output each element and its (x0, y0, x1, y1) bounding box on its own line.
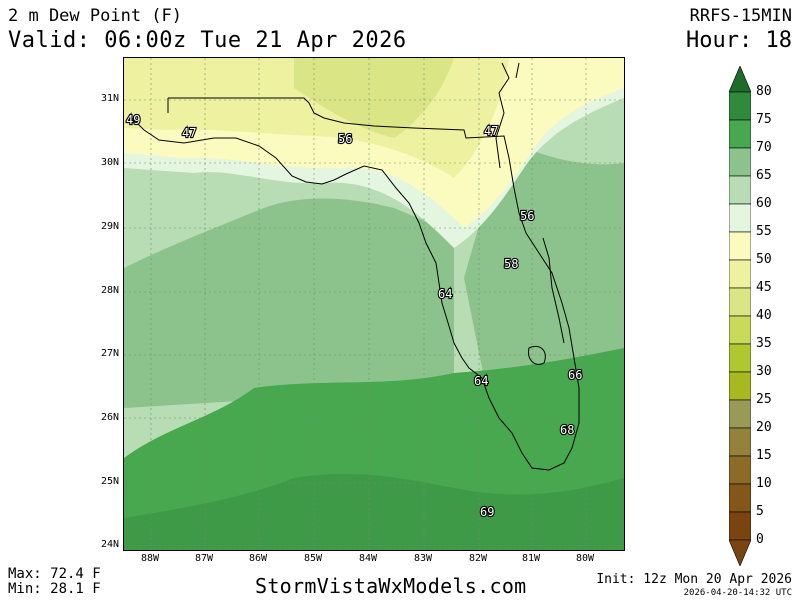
lon-label: 86W (248, 553, 268, 564)
legend-segment (729, 287, 751, 317)
legend-segment (729, 259, 751, 289)
lon-label: 80W (575, 553, 595, 564)
lon-label: 82W (468, 553, 488, 564)
point-label: 66 (568, 368, 582, 382)
point-label: 64 (438, 287, 452, 301)
point-label: 47 (484, 124, 498, 138)
legend-segment (729, 511, 751, 541)
lon-label: 85W (303, 553, 323, 564)
point-label: 58 (504, 257, 518, 271)
legend-segment (729, 483, 751, 513)
band-68-72 (124, 473, 624, 550)
model-name: RRFS-15MIN (689, 6, 792, 26)
point-label: 64 (474, 374, 488, 388)
legend-segment (729, 315, 751, 345)
dew-point-map: 49 47 56 47 56 58 64 64 66 68 69 (123, 57, 625, 551)
map-title: 2 m Dew Point (F) (8, 6, 182, 26)
legend-segment (729, 371, 751, 401)
legend-segment (729, 203, 751, 233)
legend-segment (729, 119, 751, 149)
lat-label: 30N (100, 157, 119, 168)
lat-label: 29N (100, 221, 119, 232)
max-value: Max: 72.4 F (8, 566, 101, 582)
valid-time: Valid: 06:00z Tue 21 Apr 2026 (8, 28, 407, 53)
legend-segments (729, 66, 751, 566)
legend-level-label: 50 (756, 252, 772, 267)
lat-label: 25N (100, 476, 119, 487)
legend-level-label: 60 (756, 196, 772, 211)
legend-level-label: 40 (756, 308, 772, 323)
lat-label: 27N (100, 348, 119, 359)
legend-level-label: 5 (756, 504, 764, 519)
lat-label: 28N (100, 285, 119, 296)
point-label: 69 (480, 505, 494, 519)
legend-level-label: 0 (756, 532, 764, 547)
legend-segment (729, 147, 751, 177)
lat-label: 24N (100, 539, 119, 550)
legend-segment (729, 427, 751, 457)
point-label: 47 (182, 126, 196, 140)
point-label: 56 (520, 209, 534, 223)
timestamp: 2026-04-20-14:32 UTC (683, 588, 792, 598)
legend-level-label: 10 (756, 476, 772, 491)
point-label: 56 (338, 132, 352, 146)
color-legend (729, 66, 751, 566)
legend-arrow-bottom (729, 539, 751, 566)
lon-label: 81W (521, 553, 541, 564)
lat-lon-grid (124, 58, 624, 550)
map-svg: 49 47 56 47 56 58 64 64 66 68 69 (124, 58, 624, 550)
legend-segment (729, 343, 751, 373)
legend-segment (729, 91, 751, 121)
legend-segment (729, 455, 751, 485)
legend-level-label: 15 (756, 448, 772, 463)
legend-level-label: 80 (756, 84, 772, 99)
lat-label: 26N (100, 412, 119, 423)
legend-segment (729, 399, 751, 429)
legend-arrow-top (729, 66, 751, 93)
legend-level-label: 20 (756, 420, 772, 435)
lon-label: 84W (358, 553, 378, 564)
legend-level-label: 30 (756, 364, 772, 379)
forecast-hour: Hour: 18 (686, 28, 792, 53)
site-name: StormVistaWxModels.com (255, 574, 527, 598)
band-gulf-60-65 (124, 198, 454, 408)
legend-level-label: 65 (756, 168, 772, 183)
lon-label: 88W (140, 553, 160, 564)
coastline (131, 62, 580, 471)
legend-level-label: 25 (756, 392, 772, 407)
lon-label: 83W (413, 553, 433, 564)
legend-level-label: 45 (756, 280, 772, 295)
min-value: Min: 28.1 F (8, 581, 101, 597)
point-label: 49 (126, 113, 140, 127)
band-atlantic-60-65 (464, 138, 624, 378)
legend-level-label: 55 (756, 224, 772, 239)
band-35-40 (294, 58, 454, 138)
lat-label: 31N (100, 93, 119, 104)
legend-segment (729, 175, 751, 205)
legend-segment (729, 231, 751, 261)
lon-label: 87W (194, 553, 214, 564)
point-label: 68 (560, 423, 574, 437)
legend-level-label: 35 (756, 336, 772, 351)
init-time: Init: 12z Mon 20 Apr 2026 (596, 572, 792, 587)
legend-level-label: 75 (756, 112, 772, 127)
legend-level-label: 70 (756, 140, 772, 155)
